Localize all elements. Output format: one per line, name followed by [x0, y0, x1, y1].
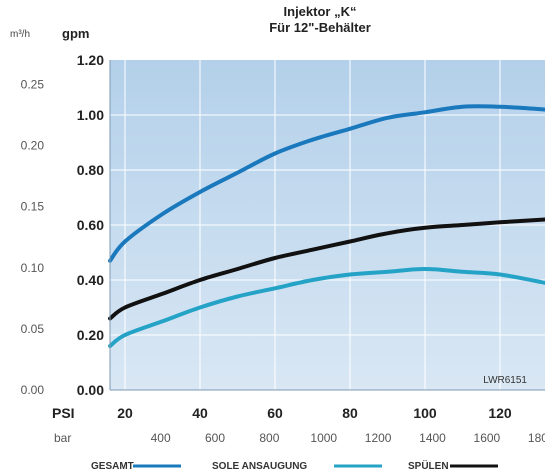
bar-tick-label: 1800 — [528, 431, 545, 445]
m3h-tick-label: 0.10 — [21, 261, 45, 275]
psi-tick-label: 120 — [488, 405, 512, 421]
bar-tick-label: 400 — [151, 431, 171, 445]
psi-tick-label: 100 — [413, 405, 437, 421]
gpm-tick-label: 0.00 — [77, 382, 104, 398]
m3h-tick-label: 0.15 — [21, 200, 45, 214]
bar-tick-label: 1200 — [365, 431, 392, 445]
gpm-unit-label: gpm — [62, 26, 89, 41]
m3h-unit-label: m³/h — [10, 29, 30, 40]
m3h-tick-label: 0.05 — [21, 322, 45, 336]
series-line-sp-len — [108, 217, 545, 321]
psi-tick-label: 60 — [267, 405, 283, 421]
psi-axis-label: PSI — [52, 405, 75, 421]
grid-lines — [110, 60, 545, 390]
gpm-tick-label: 0.20 — [77, 327, 104, 343]
bar-tick-label: 1000 — [310, 431, 337, 445]
chart-title: Injektor „K“ — [284, 4, 357, 19]
bar-tick-label: 600 — [205, 431, 225, 445]
gpm-tick-label: 1.00 — [77, 107, 104, 123]
chart-code-label: LWR6151 — [483, 375, 527, 386]
chart-subtitle: Für 12"-Behälter — [269, 20, 371, 35]
m3h-tick-label: 0.20 — [21, 139, 45, 153]
gpm-tick-label: 0.80 — [77, 162, 104, 178]
series-line-sole-ansaugung — [108, 266, 545, 348]
gpm-tick-label: 0.60 — [77, 217, 104, 233]
legend-label-gesamt: GESAMT — [91, 461, 134, 472]
bar-tick-label: 1600 — [474, 431, 501, 445]
gpm-tick-label: 0.40 — [77, 272, 104, 288]
m3h-tick-label: 0.00 — [21, 383, 45, 397]
legend-label-sole-ansaugung: SOLE ANSAUGUNG — [212, 461, 307, 472]
psi-tick-label: 80 — [342, 405, 358, 421]
bar-tick-label: 1400 — [419, 431, 446, 445]
m3h-tick-label: 0.25 — [21, 77, 45, 91]
psi-tick-label: 20 — [117, 405, 133, 421]
series-layer — [108, 104, 545, 348]
series-line-gesamt — [108, 104, 545, 263]
gpm-tick-label: 1.20 — [77, 52, 104, 68]
psi-tick-label: 40 — [192, 405, 208, 421]
legend: GESAMT SOLE ANSAUGUNG SPÜLEN — [91, 459, 498, 472]
legend-label-sp-len: SPÜLEN — [408, 459, 449, 472]
bar-axis-label: bar — [54, 431, 71, 445]
bar-tick-label: 800 — [259, 431, 279, 445]
